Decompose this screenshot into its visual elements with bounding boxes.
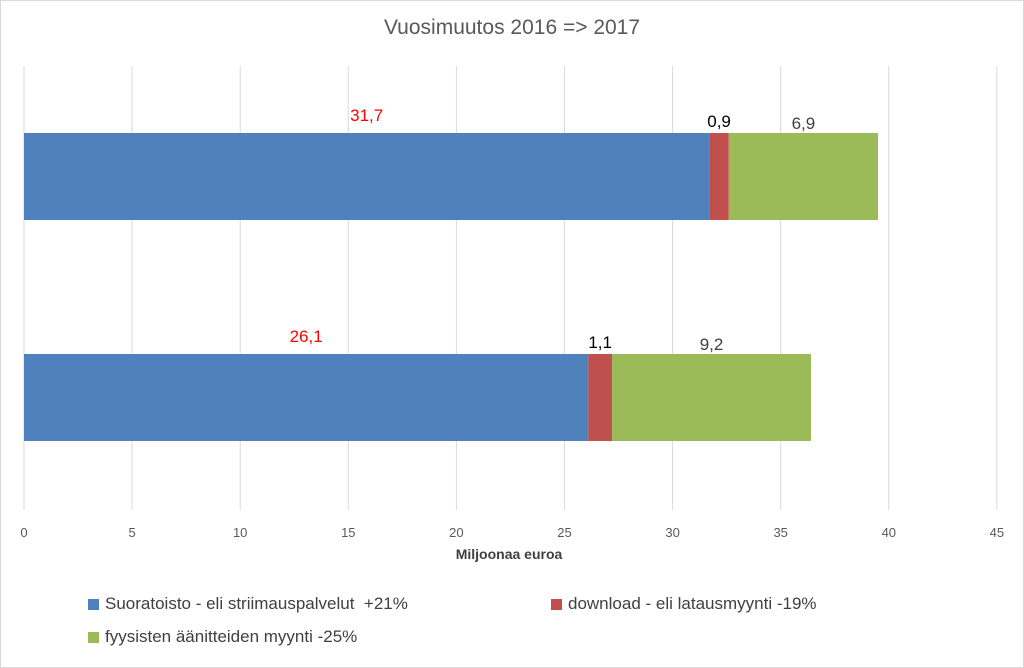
bar-2016-series-2 <box>612 354 811 441</box>
chart-title: Vuosimuutos 2016 => 2017 <box>383 16 641 39</box>
bar-2017-series-2 <box>728 133 878 220</box>
x-tick-label: 35 <box>773 525 787 540</box>
data-label-2017-series-1: 0,9 <box>707 112 731 131</box>
x-tick-label: 0 <box>20 525 27 540</box>
x-tick-label: 5 <box>128 525 135 540</box>
bar-2017-series-1 <box>709 133 729 220</box>
x-tick-label: 20 <box>449 525 463 540</box>
x-tick-label: 10 <box>233 525 247 540</box>
data-label-2017-series-0: 31,7 <box>350 106 383 125</box>
x-tick-label: 25 <box>557 525 571 540</box>
bar-2016-series-0 <box>24 354 589 441</box>
x-tick-label: 45 <box>990 525 1004 540</box>
x-tick-label: 30 <box>665 525 679 540</box>
x-tick-label: 15 <box>341 525 355 540</box>
data-label-2016-series-1: 1,1 <box>588 333 612 352</box>
x-axis-title: Miljoonaa euroa <box>456 546 563 562</box>
data-label-2016-series-2: 9,2 <box>700 335 724 354</box>
x-tick-label: 40 <box>882 525 896 540</box>
data-label-2016-series-0: 26,1 <box>290 327 323 346</box>
bar-2017-series-0 <box>24 133 710 220</box>
bar-2016-series-1 <box>588 354 613 441</box>
data-label-2017-series-2: 6,9 <box>792 114 816 133</box>
